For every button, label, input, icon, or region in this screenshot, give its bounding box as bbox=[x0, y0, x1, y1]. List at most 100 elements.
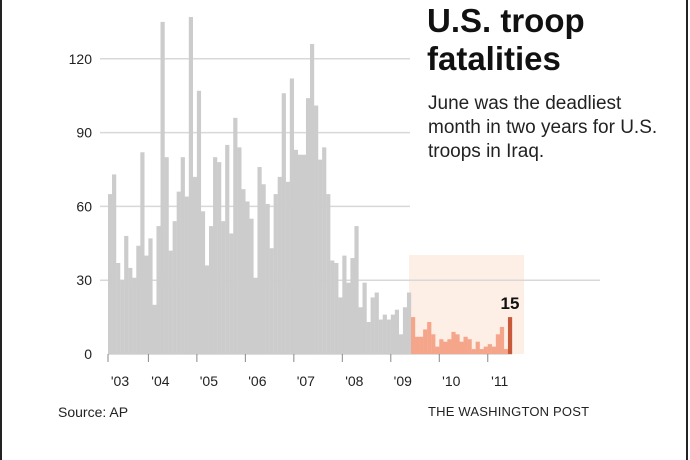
bar bbox=[253, 277, 258, 354]
bar bbox=[394, 309, 400, 354]
bar bbox=[374, 292, 379, 354]
bar bbox=[390, 314, 395, 354]
bar bbox=[152, 304, 157, 354]
bar bbox=[160, 21, 165, 355]
bar bbox=[176, 191, 181, 354]
bar bbox=[132, 277, 137, 354]
bar bbox=[120, 280, 125, 354]
bar bbox=[297, 154, 303, 354]
y-tick-label: 60 bbox=[76, 198, 92, 214]
bar bbox=[172, 221, 177, 354]
bar bbox=[237, 147, 242, 354]
x-tick-label: '06 bbox=[248, 373, 266, 389]
bar bbox=[503, 349, 509, 354]
bar bbox=[196, 90, 202, 354]
left-border bbox=[0, 0, 2, 460]
bar bbox=[402, 307, 408, 354]
bar bbox=[443, 341, 448, 354]
bar bbox=[483, 346, 488, 354]
bar bbox=[257, 167, 262, 354]
bar bbox=[233, 117, 238, 354]
bar bbox=[180, 157, 185, 354]
bar bbox=[285, 181, 290, 354]
bar bbox=[188, 16, 193, 354]
bar bbox=[435, 346, 440, 354]
bar bbox=[370, 297, 375, 354]
bar bbox=[229, 233, 234, 354]
title-line-2: fatalities bbox=[427, 40, 561, 77]
x-tick-label: '08 bbox=[345, 373, 363, 389]
chart-title: U.S. troop fatalities bbox=[427, 2, 677, 78]
bar bbox=[406, 292, 412, 354]
bar bbox=[305, 98, 311, 354]
bar bbox=[459, 341, 464, 354]
bar bbox=[261, 184, 266, 354]
last-value-label: 15 bbox=[501, 294, 520, 313]
bar bbox=[148, 238, 153, 354]
bar bbox=[423, 329, 428, 354]
bar bbox=[273, 194, 278, 354]
bar bbox=[338, 297, 343, 354]
bar bbox=[415, 336, 420, 354]
bar bbox=[221, 221, 226, 354]
x-tick-label: '07 bbox=[297, 373, 315, 389]
bar bbox=[301, 154, 307, 354]
bar bbox=[499, 326, 505, 354]
bar bbox=[398, 334, 404, 354]
bars bbox=[108, 16, 513, 355]
bar bbox=[277, 176, 282, 354]
bar bbox=[184, 196, 189, 354]
y-tick-label: 0 bbox=[84, 346, 92, 362]
bar bbox=[507, 317, 513, 354]
bar bbox=[431, 334, 436, 354]
bar bbox=[200, 211, 206, 354]
bar bbox=[354, 226, 359, 354]
bar bbox=[225, 144, 230, 354]
bar bbox=[427, 322, 432, 354]
bar bbox=[475, 341, 480, 354]
bar bbox=[144, 255, 149, 354]
title-line-1: U.S. troop bbox=[427, 2, 585, 39]
bar bbox=[140, 152, 145, 354]
bar bbox=[293, 149, 299, 354]
bar bbox=[112, 174, 117, 354]
bar bbox=[455, 334, 460, 354]
bar bbox=[419, 336, 424, 354]
bar bbox=[314, 105, 319, 354]
bar bbox=[463, 336, 468, 354]
bar bbox=[330, 260, 335, 354]
axis-labels: 0 30 60 90 120 '03 '04 '05 '06 '07 '08 '09 '10 '11 15 bbox=[69, 51, 520, 389]
bar bbox=[487, 344, 492, 354]
bar bbox=[156, 226, 161, 354]
bar bbox=[467, 339, 472, 354]
bar bbox=[411, 317, 416, 354]
bar bbox=[358, 307, 363, 354]
bar bbox=[342, 255, 347, 354]
bar bbox=[265, 203, 270, 354]
x-tick-label: '10 bbox=[442, 373, 460, 389]
bar bbox=[495, 334, 501, 354]
y-tick-label: 30 bbox=[76, 272, 92, 288]
chart-subtitle: June was the deadliest month in two year… bbox=[428, 93, 658, 162]
bar bbox=[249, 218, 254, 354]
bar bbox=[447, 339, 452, 354]
bar bbox=[213, 157, 218, 354]
source-note: Source: AP bbox=[58, 404, 129, 420]
bar bbox=[192, 176, 198, 354]
bar bbox=[471, 349, 476, 354]
bar bbox=[245, 201, 250, 354]
bar bbox=[439, 339, 444, 354]
bar bbox=[124, 235, 129, 354]
bar bbox=[289, 78, 294, 354]
publisher-credit: THE WASHINGTON POST bbox=[428, 404, 590, 419]
x-tick-label: '04 bbox=[151, 373, 169, 389]
x-tick-label: '09 bbox=[394, 373, 412, 389]
y-tick-label: 120 bbox=[69, 51, 93, 67]
x-tick-label: '03 bbox=[111, 373, 129, 389]
bar bbox=[334, 262, 339, 354]
x-tick-label: '11 bbox=[491, 373, 508, 389]
bar bbox=[386, 319, 391, 354]
bar bbox=[204, 265, 210, 354]
bar bbox=[241, 189, 246, 354]
